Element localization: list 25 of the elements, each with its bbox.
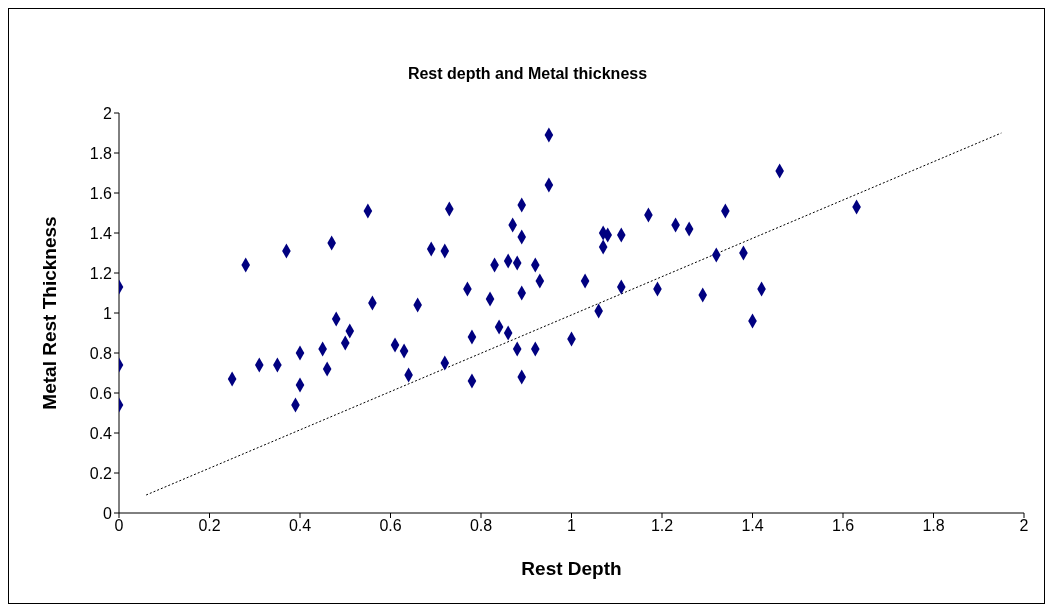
y-axis-title: Metal Rest Thickness	[38, 216, 60, 410]
y-tick-label: 1.8	[89, 144, 113, 162]
x-tick-label: 1.2	[650, 517, 674, 535]
y-tick-label: 0	[103, 504, 113, 522]
y-tick-label: 0.8	[89, 344, 113, 362]
x-tick-label: 0.4	[288, 517, 312, 535]
y-tick-label: 1.2	[89, 264, 113, 282]
x-tick-label: 0.8	[469, 517, 493, 535]
x-tick-label: 0	[114, 517, 124, 535]
x-tick-label: 1.6	[831, 517, 855, 535]
x-tick-label: 1.4	[741, 517, 764, 535]
y-tick-label: 1	[103, 304, 113, 322]
x-tick-label: 0.2	[198, 517, 221, 535]
y-tick-label: 1.4	[89, 224, 113, 242]
x-tick-label: 1.8	[922, 517, 945, 535]
x-tick-label: 2	[1019, 517, 1029, 535]
chart-title: Rest depth and Metal thickness	[406, 65, 649, 83]
y-tick-label: 2	[103, 104, 113, 122]
y-tick-label: 1.6	[89, 184, 113, 202]
y-tick-label: 0.6	[89, 384, 113, 402]
x-tick-label: 1	[567, 517, 577, 535]
y-tick-label: 0.2	[89, 464, 113, 482]
y-tick-label: 0.4	[89, 424, 113, 442]
x-axis-title: Rest Depth	[521, 558, 622, 579]
x-tick-label: 0.6	[379, 517, 402, 535]
